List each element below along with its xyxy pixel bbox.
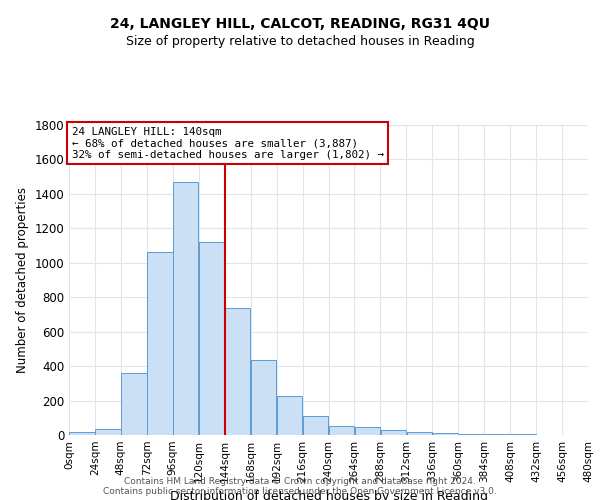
Bar <box>95 429 121 435</box>
Text: Size of property relative to detached houses in Reading: Size of property relative to detached ho… <box>125 35 475 48</box>
Bar <box>484 434 510 435</box>
Bar <box>121 373 146 435</box>
Bar <box>251 360 277 435</box>
Bar <box>329 426 354 435</box>
Text: Contains public sector information licensed under the Open Government Licence v3: Contains public sector information licen… <box>103 487 497 496</box>
Bar <box>458 434 484 435</box>
X-axis label: Distribution of detached houses by size in Reading: Distribution of detached houses by size … <box>170 490 487 500</box>
Bar <box>511 434 536 435</box>
Text: 24 LANGLEY HILL: 140sqm
← 68% of detached houses are smaller (3,887)
32% of semi: 24 LANGLEY HILL: 140sqm ← 68% of detache… <box>71 126 383 160</box>
Bar <box>355 427 380 435</box>
Bar <box>407 432 432 435</box>
Bar <box>433 434 458 435</box>
Bar <box>69 432 95 435</box>
Bar <box>147 252 173 435</box>
Y-axis label: Number of detached properties: Number of detached properties <box>16 187 29 373</box>
Bar <box>199 242 224 435</box>
Bar <box>380 430 406 435</box>
Bar <box>303 416 328 435</box>
Text: 24, LANGLEY HILL, CALCOT, READING, RG31 4QU: 24, LANGLEY HILL, CALCOT, READING, RG31 … <box>110 18 490 32</box>
Bar <box>225 308 250 435</box>
Bar <box>277 396 302 435</box>
Text: Contains HM Land Registry data © Crown copyright and database right 2024.: Contains HM Land Registry data © Crown c… <box>124 477 476 486</box>
Bar <box>173 182 199 435</box>
